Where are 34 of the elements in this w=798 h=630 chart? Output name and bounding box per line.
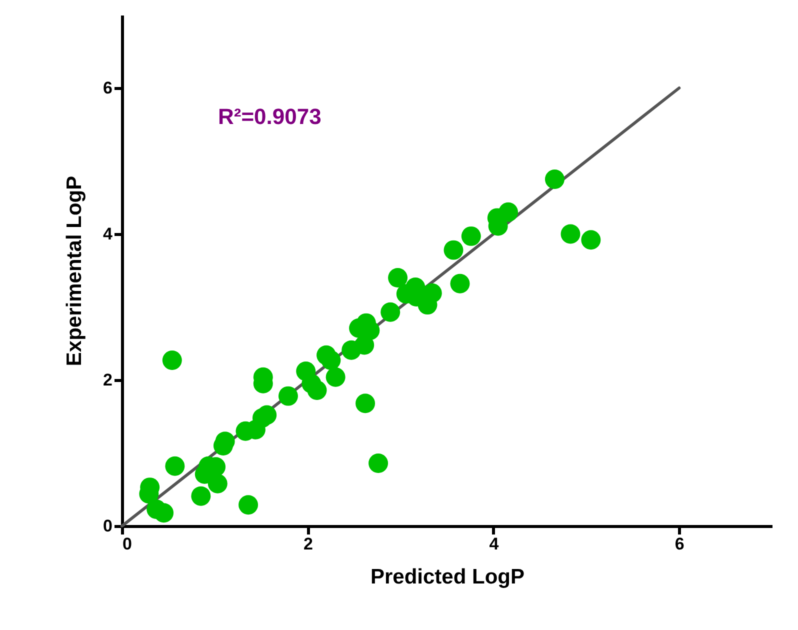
x-tick-label: 6: [674, 534, 684, 554]
annotation: R²=0.9073: [218, 104, 322, 129]
y-tick-label: 4: [103, 224, 114, 244]
point: [498, 202, 518, 222]
point: [321, 350, 341, 370]
y-tick-label: 6: [103, 78, 112, 98]
x-tick-label: 4: [489, 534, 500, 554]
point: [278, 386, 298, 406]
point: [238, 495, 258, 515]
point: [165, 456, 185, 476]
point: [208, 474, 228, 494]
point: [380, 302, 400, 322]
point: [422, 283, 442, 303]
point: [450, 274, 470, 294]
point: [560, 224, 580, 244]
y-tick-label: 0: [103, 516, 112, 536]
point: [544, 170, 564, 189]
x-tick-label: 0: [122, 534, 132, 554]
y-tick-label: 2: [103, 370, 112, 390]
point: [461, 226, 481, 246]
point: [257, 405, 277, 425]
point: [581, 230, 601, 250]
point: [162, 350, 182, 370]
point: [154, 503, 174, 523]
point: [326, 367, 346, 387]
x-tick-label: 2: [303, 534, 313, 554]
point: [307, 380, 327, 400]
point: [356, 394, 376, 414]
point: [191, 486, 211, 506]
x-axis-title: Predicted LogP: [370, 566, 525, 588]
point: [368, 453, 388, 473]
point: [444, 240, 464, 260]
point: [388, 268, 408, 288]
y-axis-title: Experimental LogP: [63, 176, 86, 366]
